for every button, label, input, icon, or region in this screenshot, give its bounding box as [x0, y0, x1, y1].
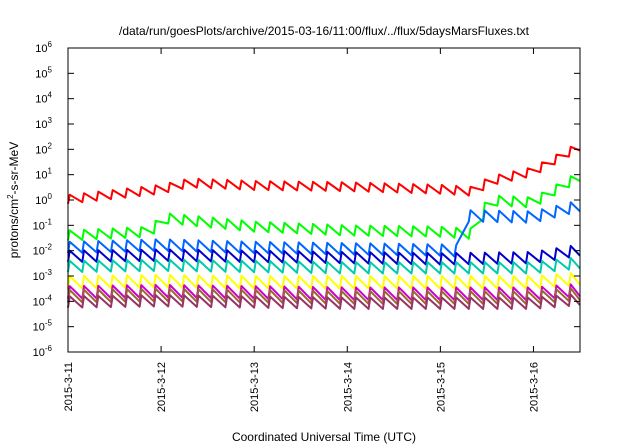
y-axis-title-part1: protons/cm: [7, 199, 21, 258]
y-tick-label: 100: [35, 192, 52, 207]
chart-title: /data/run/goesPlots/archive/2015-03-16/1…: [119, 24, 530, 38]
y-tick-label: 103: [35, 116, 52, 131]
series-line-6: [67, 272, 581, 290]
y-tick-label: 104: [35, 91, 52, 106]
y-axis-title: protons/cm2-s-sr-MeV: [6, 142, 21, 258]
y-tick-label: 106: [35, 40, 52, 55]
y-tick-label: 105: [35, 65, 52, 80]
series-line-5: [67, 257, 581, 275]
y-tick-label: 10-1: [33, 217, 53, 232]
y-axis-title-sup: 2: [6, 194, 15, 199]
y-axis: 10-6 10-5 10-4 10-3 10-2 10-1 100 101 102 103 104 1…: [33, 40, 580, 359]
series-line-4: [67, 244, 581, 266]
x-tick-label: 2015-3-11: [63, 362, 75, 411]
y-axis-title-part2: -s-sr-MeV: [7, 142, 21, 195]
series-line-2: [67, 175, 581, 241]
x-tick-label: 2015-3-14: [342, 362, 354, 412]
x-tick-label: 2015-3-15: [435, 362, 447, 412]
y-tick-label: 10-4: [33, 293, 53, 308]
x-tick-label: 2015-3-16: [528, 362, 540, 412]
x-tick-label: 2015-3-13: [249, 362, 261, 412]
series-line-9: [67, 293, 581, 310]
y-tick-label: 10-6: [33, 344, 53, 359]
plot-frame: [67, 47, 581, 353]
series-layer: [67, 145, 581, 310]
series-line-3: [67, 201, 581, 258]
y-tick-label: 102: [35, 141, 52, 156]
y-tick-label: 10-2: [33, 243, 53, 258]
y-tick-label: 10-3: [33, 268, 53, 283]
x-axis: 2015-3-11 2015-3-12 2015-3-13 2015-3-14 2015…: [63, 48, 540, 412]
y-tick-label: 10-5: [33, 319, 53, 334]
y-tick-label: 101: [35, 167, 52, 182]
x-axis-title: Coordinated Universal Time (UTC): [232, 430, 416, 444]
x-tick-label: 2015-3-12: [156, 362, 168, 412]
series-line-1: [67, 145, 581, 204]
